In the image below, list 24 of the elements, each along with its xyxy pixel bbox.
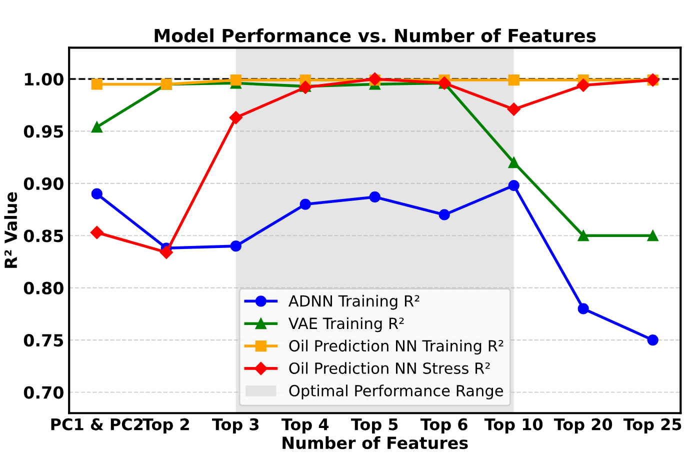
y-tick-label: 1.00	[25, 72, 64, 86]
legend-label: ADNN Training R²	[288, 294, 420, 310]
y-tick-label: 0.75	[24, 334, 64, 347]
y-tick-label: 0.80	[24, 282, 64, 294]
y-tick-label: 0.85	[24, 230, 64, 242]
x-tick-label: Top 20	[554, 418, 612, 434]
legend-label: VAE Training R²	[288, 317, 404, 332]
x-tick-label: Top 3	[212, 418, 259, 434]
x-tick-label: Top 4	[282, 418, 329, 434]
y-axis-title: R² Value	[4, 192, 18, 268]
y-tick-label: 0.95	[24, 125, 64, 138]
band-label: Optimal Performance Range	[289, 384, 503, 400]
x-tick-label: Top 2	[142, 418, 189, 434]
y-tick-label: 0.90	[24, 177, 64, 190]
x-axis-title: Number of Features	[282, 436, 468, 450]
legend-label: Oil Prediction NN Training R²	[289, 340, 504, 355]
chart-title: Model Performance vs. Number of Features	[154, 28, 596, 42]
x-tick-label: PC1 & PC2	[51, 418, 143, 430]
y-tick-label: 0.70	[24, 386, 64, 399]
x-tick-label: Top 6	[420, 418, 468, 434]
legend-label: Oil Prediction NN Stress R²	[289, 362, 490, 374]
x-tick-label: Top 25	[623, 418, 682, 434]
x-tick-label: Top 5	[351, 418, 398, 434]
x-tick-label: Top 10	[484, 418, 543, 434]
